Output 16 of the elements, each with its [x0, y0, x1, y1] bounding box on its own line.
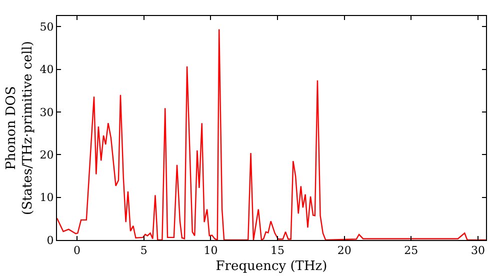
x-tick-label: 25: [404, 244, 418, 258]
x-tick-label: 30: [470, 244, 485, 258]
x-tick-label: 15: [270, 244, 285, 258]
x-tick-label: 0: [74, 244, 81, 258]
x-axis-title: Frequency (THz): [216, 258, 328, 274]
y-tick-label: 30: [40, 106, 54, 119]
y-tick-label: 10: [40, 191, 54, 204]
line-series: [57, 28, 486, 240]
x-tick-label: 20: [337, 244, 352, 258]
x-tick-label: 5: [140, 244, 148, 258]
y-axis-title: Phonon DOS (States/THz·primitive cell): [4, 40, 36, 216]
y-tick-label: 50: [40, 20, 54, 34]
y-tick-label: 40: [40, 63, 54, 76]
y-tick-label: 0: [46, 234, 54, 247]
x-tick-label: 10: [204, 244, 218, 258]
y-tick-label: 20: [40, 148, 54, 162]
